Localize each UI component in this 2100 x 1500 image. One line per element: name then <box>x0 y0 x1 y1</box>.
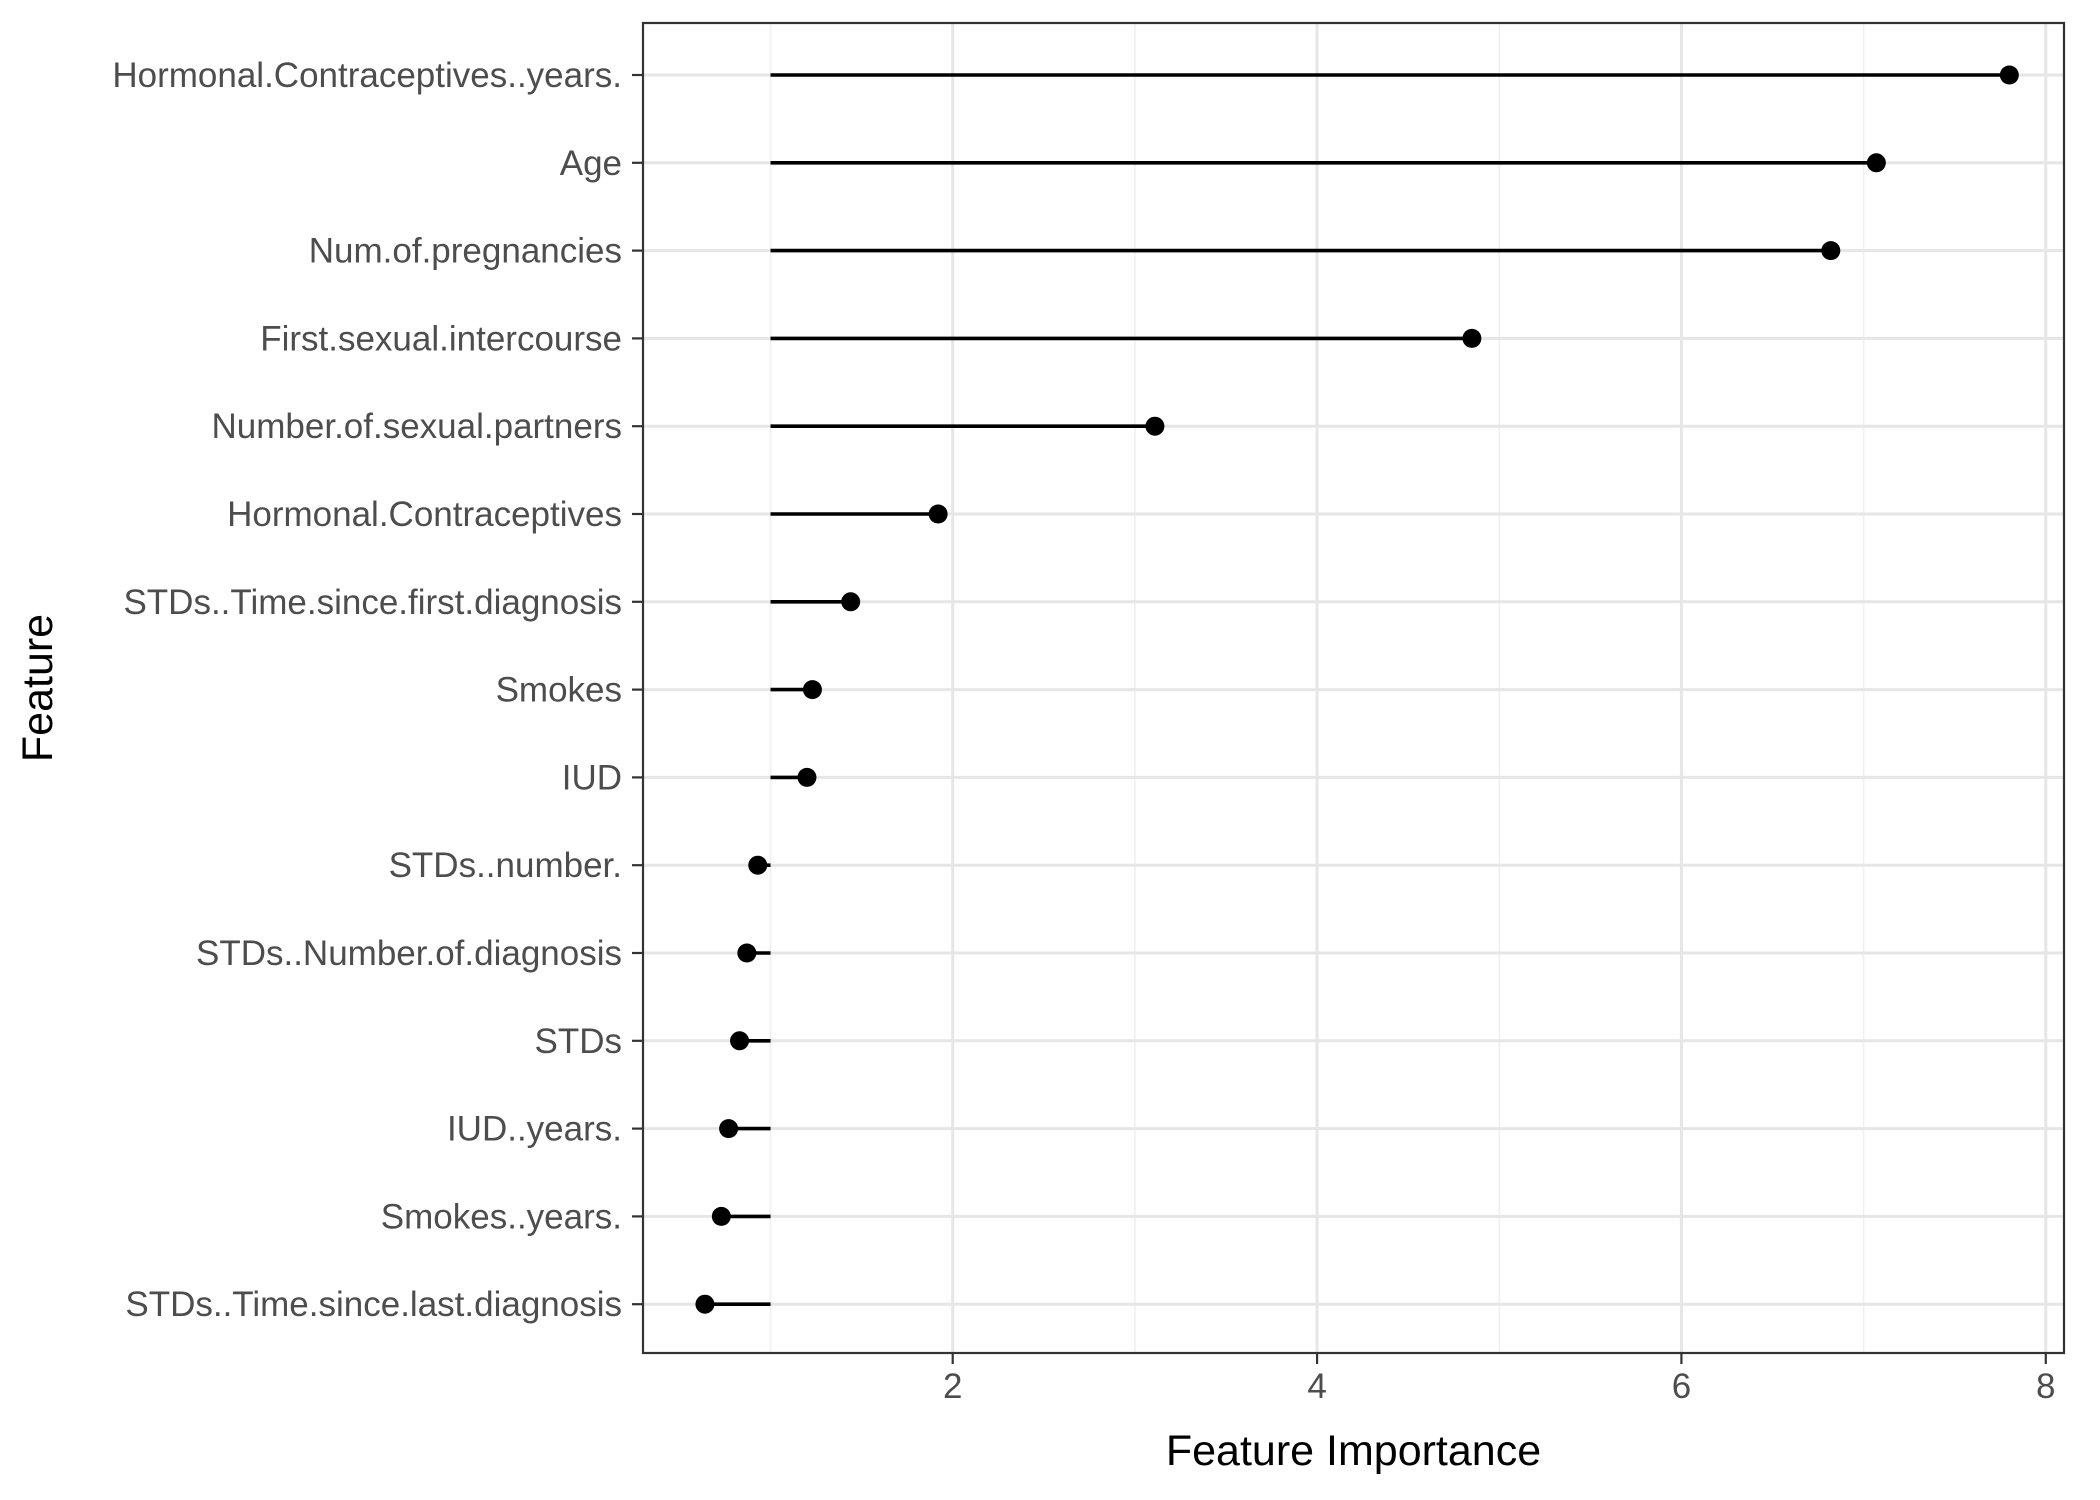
lollipop-marks <box>695 65 2019 1314</box>
y-axis-title: Feature <box>14 614 62 762</box>
y-tick-label: Smokes <box>496 671 622 710</box>
y-tick-label: Smokes..years. <box>381 1197 622 1236</box>
y-tick-label: STDs..Number.of.diagnosis <box>196 934 622 973</box>
lollipop-point <box>797 767 817 787</box>
x-tick-label: 4 <box>1307 1367 1326 1406</box>
axes: Hormonal.Contraceptives..years. Age Num.of… <box>112 56 2055 1406</box>
lollipop-point <box>1462 328 1482 348</box>
y-tick-label: IUD <box>562 758 622 797</box>
lollipop-point <box>730 1031 750 1051</box>
y-tick-label: STDs <box>535 1022 623 1061</box>
y-tick-label: Number.of.sexual.partners <box>212 407 622 446</box>
lollipop-point <box>841 592 861 612</box>
y-tick-label: First.sexual.intercourse <box>260 319 622 358</box>
y-tick-label: IUD..years. <box>447 1110 622 1149</box>
lollipop-point <box>695 1294 715 1314</box>
y-tick-label: STDs..Time.since.first.diagnosis <box>123 583 622 622</box>
y-tick-label: STDs..number. <box>389 846 622 885</box>
lollipop-point <box>719 1119 739 1139</box>
lollipop-point <box>737 943 757 963</box>
x-tick-label: 8 <box>2036 1367 2055 1406</box>
lollipop-point <box>928 504 948 524</box>
lollipop-point <box>1145 416 1165 436</box>
panel-border <box>641 21 2066 1355</box>
y-tick-label: Hormonal.Contraceptives..years. <box>112 56 622 95</box>
y-tick-label: Age <box>560 144 622 183</box>
lollipop-point <box>1999 65 2019 85</box>
y-tick-label: STDs..Time.since.last.diagnosis <box>125 1285 622 1324</box>
lollipop-point <box>1821 241 1841 261</box>
lollipop-point <box>802 680 822 700</box>
y-tick-label: Hormonal.Contraceptives <box>227 495 622 534</box>
x-tick-label: 6 <box>1672 1367 1691 1406</box>
x-axis-title: Feature Importance <box>1166 1427 1541 1475</box>
lollipop-point <box>748 855 768 875</box>
lollipop-point <box>1866 153 1886 173</box>
y-tick-label: Num.of.pregnancies <box>309 232 622 271</box>
lollipop-point <box>711 1206 731 1226</box>
x-tick-label: 2 <box>943 1367 962 1406</box>
